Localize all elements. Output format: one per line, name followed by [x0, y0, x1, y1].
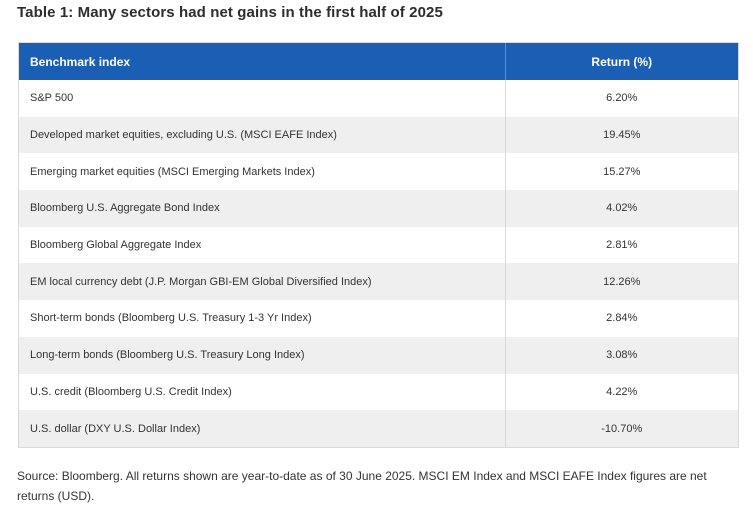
table-row: Developed market equities, excluding U.S…: [19, 116, 738, 154]
benchmark-name-cell: Bloomberg Global Aggregate Index: [19, 226, 506, 264]
column-header-benchmark-index: Benchmark index: [19, 43, 506, 80]
benchmark-name-cell: U.S. dollar (DXY U.S. Dollar Index): [19, 410, 506, 447]
return-value-cell: -10.70%: [601, 422, 643, 435]
benchmark-name-cell: U.S. credit (Bloomberg U.S. Credit Index…: [19, 373, 506, 411]
benchmark-name-cell: Bloomberg U.S. Aggregate Bond Index: [19, 190, 506, 227]
table-row: U.S. dollar (DXY U.S. Dollar Index) -10.…: [19, 410, 738, 447]
benchmark-name-cell: S&P 500: [19, 80, 506, 117]
table-row: S&P 500 6.20%: [19, 80, 738, 117]
benchmark-returns-table: Benchmark index Return (%) S&P 500 6.20%…: [19, 43, 738, 447]
table-row: U.S. credit (Bloomberg U.S. Credit Index…: [19, 373, 738, 411]
column-header-return: Return (%): [505, 43, 738, 80]
return-value-cell: 15.27%: [603, 165, 641, 178]
table-title: Table 1: Many sectors had net gains in t…: [17, 4, 443, 21]
benchmark-name-cell: Emerging market equities (MSCI Emerging …: [19, 153, 506, 191]
table-row: Emerging market equities (MSCI Emerging …: [19, 153, 738, 191]
table-row: Bloomberg Global Aggregate Index 2.81%: [19, 226, 738, 264]
table-row: Long-term bonds (Bloomberg U.S. Treasury…: [19, 336, 738, 374]
benchmark-name-cell: Long-term bonds (Bloomberg U.S. Treasury…: [19, 336, 506, 374]
return-value-cell: 4.22%: [606, 385, 638, 398]
benchmark-name-cell: Short-term bonds (Bloomberg U.S. Treasur…: [19, 300, 506, 337]
benchmark-table-container: Benchmark index Return (%) S&P 500 6.20%…: [18, 42, 739, 448]
benchmark-name-cell: EM local currency debt (J.P. Morgan GBI-…: [19, 263, 506, 301]
source-note: Source: Bloomberg. All returns shown are…: [17, 469, 707, 503]
return-value-cell: 4.02%: [606, 202, 638, 215]
return-value-cell: 2.81%: [606, 239, 638, 252]
return-value-cell: 12.26%: [603, 275, 641, 288]
table-row: Bloomberg U.S. Aggregate Bond Index 4.02…: [19, 190, 738, 227]
return-value-cell: 19.45%: [603, 129, 641, 142]
return-value-cell: 2.84%: [606, 312, 638, 325]
table-row: EM local currency debt (J.P. Morgan GBI-…: [19, 263, 738, 301]
return-value-cell: 3.08%: [606, 349, 638, 362]
benchmark-name-cell: Developed market equities, excluding U.S…: [19, 116, 506, 154]
return-value-cell: 6.20%: [606, 92, 638, 105]
table-header-row: Benchmark index Return (%): [19, 43, 738, 80]
table-row: Short-term bonds (Bloomberg U.S. Treasur…: [19, 300, 738, 337]
